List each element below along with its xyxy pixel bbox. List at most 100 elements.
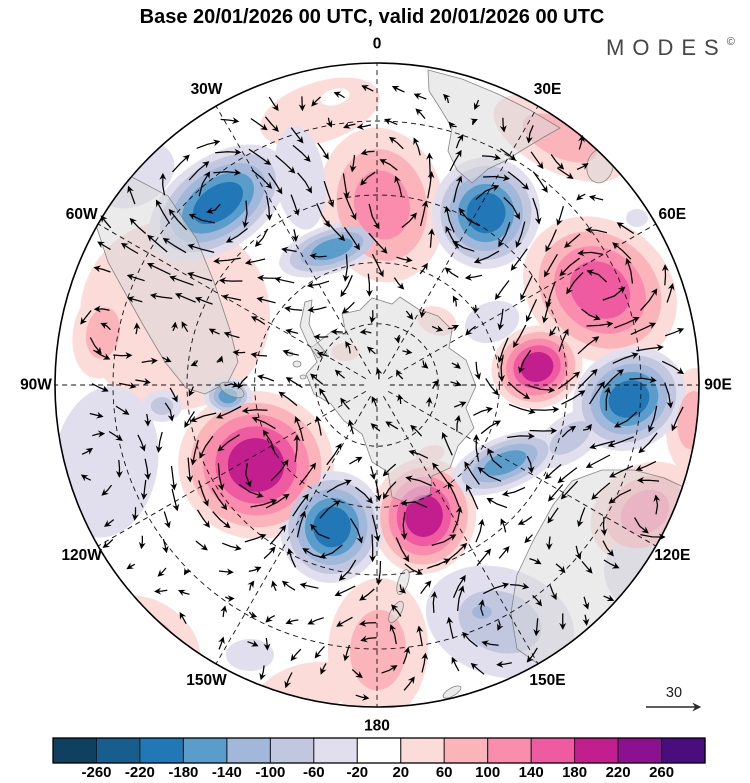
wind-arrow — [320, 663, 327, 675]
colorbar-tick-label: -260 — [81, 764, 111, 781]
wind-arrow — [89, 411, 104, 419]
wind-arrow — [586, 320, 614, 328]
wind-arrow — [250, 498, 278, 508]
wind-arrow — [530, 151, 544, 170]
wind-arrow — [80, 474, 92, 482]
wind-arrow — [251, 416, 276, 430]
wind-arrow — [147, 234, 168, 253]
wind-arrow — [93, 265, 111, 273]
wind-arrow — [381, 665, 398, 674]
wind-arrow — [456, 585, 465, 612]
colorbar-tick-label: 220 — [606, 764, 631, 781]
graticule-latitude-circle — [112, 120, 642, 650]
wind-arrow — [432, 462, 450, 485]
wind-arrow — [178, 589, 190, 597]
meridian-label-90E: 90E — [704, 377, 732, 394]
wind-arrow — [446, 616, 454, 639]
wind-arrow — [92, 430, 106, 438]
wind-arrow — [190, 439, 199, 466]
graticule-meridian — [97, 223, 367, 379]
wind-arrow — [169, 387, 178, 403]
wind-arrow — [602, 286, 626, 301]
wind-arrow — [454, 414, 462, 432]
reference-vector-label: 30 — [666, 685, 682, 701]
wind-arrow — [402, 646, 411, 665]
wind-arrow — [397, 393, 405, 405]
wind-arrow — [515, 221, 526, 248]
wind-arrow — [213, 257, 241, 265]
wind-arrow — [349, 456, 363, 465]
wind-arrow — [508, 403, 536, 415]
colorbar-cell — [356, 737, 402, 764]
wind-arrow — [264, 116, 279, 132]
wind-arrow — [564, 233, 581, 248]
colorbar-tick-label: -20 — [346, 764, 368, 781]
wind-arrow — [181, 321, 189, 333]
wind-arrow — [147, 263, 171, 275]
wind-arrow — [464, 461, 480, 485]
wind-arrow — [449, 149, 462, 172]
wind-arrow — [269, 524, 287, 545]
wind-arrow — [636, 476, 660, 484]
wind-arrow — [211, 487, 228, 511]
wind-arrow — [532, 594, 543, 607]
wind-arrow — [163, 511, 171, 529]
wind-arrow — [359, 619, 377, 627]
wind-arrow — [480, 420, 502, 435]
copyright-mark-icon: © — [727, 36, 735, 48]
wind-arrow — [557, 467, 578, 484]
wind-arrow — [323, 181, 335, 208]
wind-arrow — [265, 195, 273, 221]
wind-arrow — [400, 512, 408, 540]
wind-arrow — [133, 322, 141, 335]
wind-arrow — [345, 341, 352, 354]
wind-arrow — [298, 96, 306, 112]
wind-arrow — [292, 144, 311, 162]
wind-arrow — [498, 221, 511, 248]
wind-arrow — [290, 127, 304, 144]
wind-arrow — [431, 534, 457, 546]
wind-arrow — [561, 425, 577, 438]
meridian-label-150W: 150W — [186, 672, 227, 689]
wind-arrow — [189, 412, 217, 423]
graticule-latitude-circle — [186, 194, 568, 576]
wind-arrow — [474, 361, 482, 380]
wind-arrow — [475, 184, 500, 200]
graticule-meridian — [387, 223, 657, 379]
land-antarctic-peninsula — [299, 299, 328, 359]
wind-arrow — [330, 328, 343, 336]
wind-arrow — [475, 518, 485, 543]
wind-arrows — [80, 85, 685, 701]
wind-arrow — [558, 328, 569, 352]
wind-arrow — [604, 386, 611, 411]
wind-arrow — [119, 382, 137, 389]
wind-arrow — [416, 625, 424, 647]
wind-arrow — [164, 402, 175, 422]
wind-arrow — [242, 200, 250, 229]
wind-arrow — [560, 480, 579, 500]
wind-arrow — [194, 296, 213, 305]
wind-arrow — [375, 367, 383, 380]
wind-arrow — [127, 296, 143, 303]
wind-arrow — [532, 197, 542, 225]
wind-arrow — [452, 240, 475, 252]
wind-arrow — [464, 273, 483, 281]
wind-arrow — [466, 484, 479, 510]
graticule-meridian — [383, 395, 539, 665]
meridian-label-150E: 150E — [529, 672, 565, 689]
wind-arrow — [290, 194, 300, 216]
wind-arrow — [481, 153, 501, 161]
wind-arrow — [248, 611, 258, 618]
wind-arrow — [222, 542, 242, 551]
wind-arrow — [616, 222, 635, 235]
wind-arrow — [137, 434, 146, 452]
wind-arrow — [588, 194, 604, 202]
wind-arrow — [307, 306, 327, 314]
wind-arrow — [100, 322, 111, 331]
modes-logo: MODES© — [606, 35, 735, 60]
wind-arrow — [507, 381, 531, 400]
wind-arrow — [196, 509, 210, 528]
wind-arrow — [518, 350, 532, 374]
wind-arrow — [547, 484, 564, 502]
wind-arrow — [248, 566, 262, 573]
